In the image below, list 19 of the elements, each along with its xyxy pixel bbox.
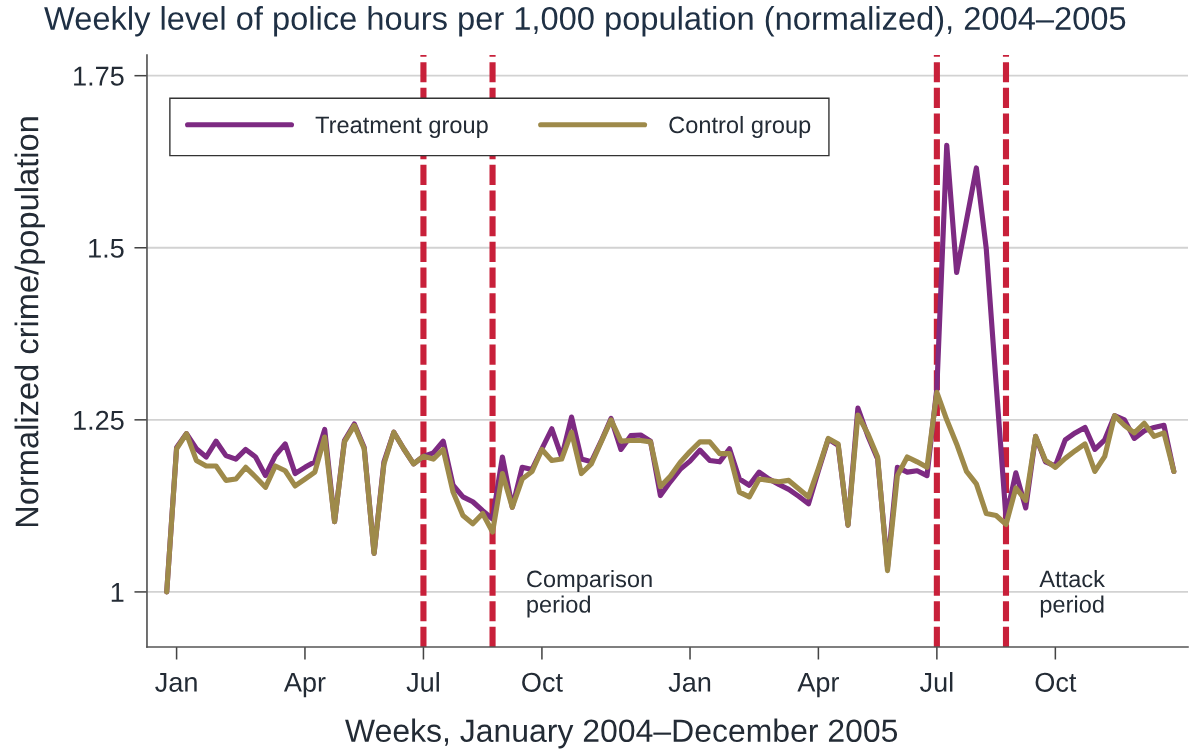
x-tick-label: Oct xyxy=(522,672,563,692)
legend-label: Treatment group xyxy=(315,116,488,138)
y-tick-label: 1.25 xyxy=(74,410,124,430)
x-tick-label: Jul xyxy=(919,671,953,692)
y-tick-label: 1 xyxy=(111,583,124,602)
y-tick-label: 1.5 xyxy=(89,238,124,258)
x-tick-label: Jan xyxy=(668,672,711,692)
legend-label: Control group xyxy=(669,115,811,138)
x-tick-label: Oct xyxy=(1035,672,1077,692)
x-tick-label: Apr xyxy=(797,672,840,698)
x-axis-title: Weeks, January 2004–December 2005 xyxy=(345,718,898,749)
y-axis-title: Normalized crime/population xyxy=(14,117,45,527)
x-tick-label: Apr xyxy=(283,672,326,698)
ref-line-label: Attack period xyxy=(1039,569,1105,618)
y-tick-label: 1.75 xyxy=(74,66,124,86)
ref-line-label: Comparison period xyxy=(527,569,652,618)
x-tick-label: Jan xyxy=(155,672,197,692)
x-tick-label: Jul xyxy=(406,671,439,692)
chart-title: Weekly level of police hours per 1,000 population (normalized), 2004–2005 xyxy=(44,6,1126,37)
